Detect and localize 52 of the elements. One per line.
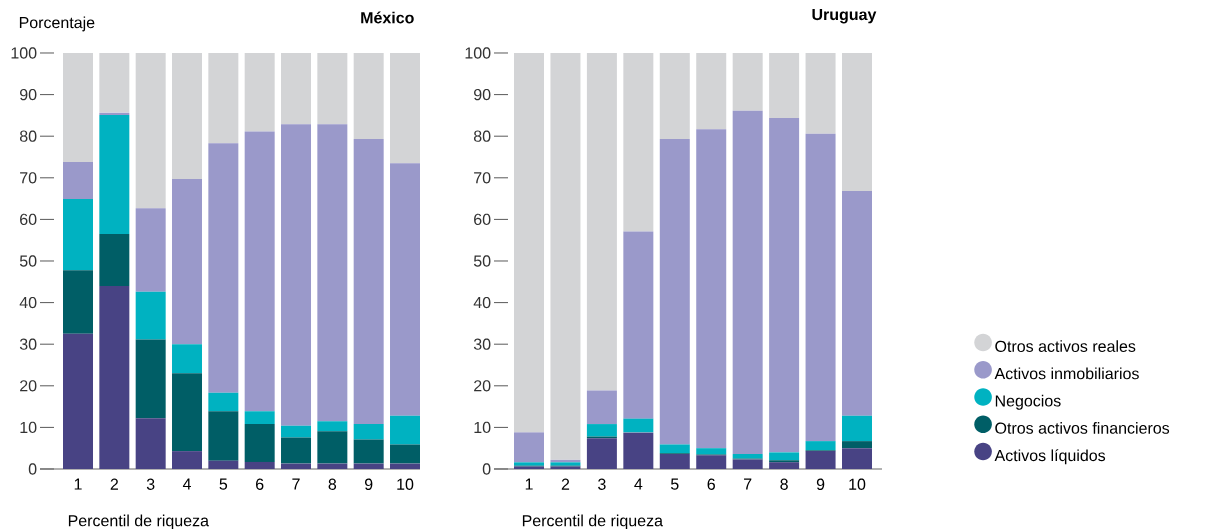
x-axis-title: Percentil de riqueza	[68, 514, 209, 529]
y-tick-label: 60	[474, 213, 491, 226]
x-tick-label: 3	[146, 478, 155, 490]
legend-label: Activos inmobiliarios	[994, 367, 1139, 380]
y-tick-label: 70	[20, 172, 37, 184]
y-tick-label: 10	[474, 421, 491, 434]
x-tick-label: 2	[561, 478, 570, 490]
y-tick-label: 30	[19, 338, 37, 350]
y-tick-label: 70	[474, 172, 491, 184]
y-tick-label: 60	[20, 213, 37, 226]
y-tick-label: 30	[473, 338, 491, 350]
y-tick-label: 80	[473, 130, 491, 142]
x-tick-label: 6	[707, 478, 715, 490]
x-tick-label: 9	[364, 478, 373, 490]
x-axis-title: Percentil de riqueza	[522, 514, 663, 529]
x-tick-label: 3	[598, 478, 606, 490]
x-tick-label: 6	[256, 478, 264, 490]
legend-label: Negocios	[995, 394, 1061, 410]
y-tick-label: 0	[28, 463, 37, 475]
y-tick-label: 40	[473, 296, 491, 309]
y-tick-label: 80	[19, 130, 37, 142]
x-tick-label: 9	[816, 478, 825, 490]
y-tick-label: 90	[474, 88, 491, 101]
y-tick-label: 100	[465, 47, 491, 59]
x-tick-label: 10	[849, 478, 866, 490]
chart-title: México	[361, 11, 414, 24]
legend-label: Otros activos financieros	[995, 422, 1170, 434]
x-tick-label: 7	[292, 478, 300, 490]
x-tick-label: 8	[780, 478, 788, 490]
x-tick-label: 10	[397, 478, 414, 490]
y-tick-label: 20	[20, 380, 37, 392]
y-tick-label: 0	[482, 463, 491, 475]
y-axis-title: Porcentaje	[19, 16, 95, 32]
y-tick-label: 20	[474, 380, 491, 392]
y-tick-label: 10	[20, 421, 37, 434]
y-tick-label: 40	[19, 296, 37, 309]
x-tick-label: 4	[634, 478, 643, 490]
y-tick-label: 90	[20, 88, 37, 101]
x-tick-label: 7	[744, 478, 752, 490]
x-tick-label: 8	[328, 478, 337, 490]
y-tick-label: 50	[19, 255, 37, 267]
x-tick-label: 1	[74, 478, 82, 490]
y-tick-label: 50	[473, 255, 491, 267]
x-tick-label: 4	[182, 478, 191, 490]
legend-label: Otros activos reales	[995, 340, 1136, 352]
y-tick-label: 100	[11, 47, 37, 59]
x-tick-label: 2	[110, 478, 118, 490]
x-tick-label: 5	[670, 478, 679, 490]
x-tick-label: 5	[219, 478, 228, 490]
chart-title: Uruguay	[812, 9, 877, 24]
legend-label: Activos líquidos	[994, 449, 1106, 465]
x-tick-label: 1	[525, 478, 533, 490]
